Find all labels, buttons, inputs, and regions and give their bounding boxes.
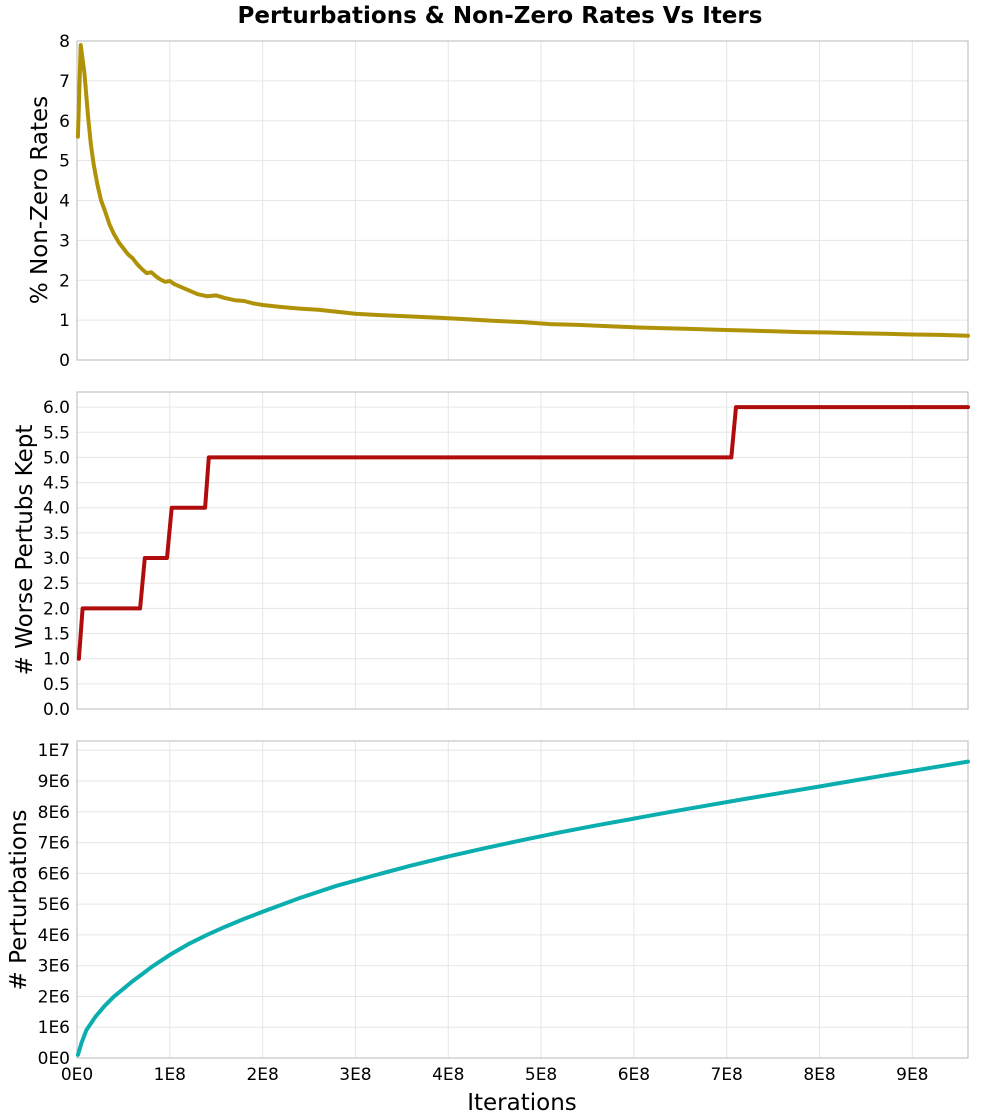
- y-tick-label: 3E6: [38, 957, 70, 977]
- plot-area-worse-pertubs-kept: [76, 391, 969, 710]
- y-tick-label: 1.0: [43, 650, 70, 670]
- y-tick-label: 9E6: [38, 772, 70, 792]
- x-tick-label: 2E8: [246, 1065, 278, 1085]
- x-tick-label: 9E8: [896, 1065, 928, 1085]
- y-tick-label: 6E6: [38, 864, 70, 884]
- x-axis-label: Iterations: [467, 1090, 577, 1116]
- y-tick-label: 2: [59, 271, 70, 291]
- y-tick-label: 1E6: [38, 1018, 70, 1038]
- x-tick-label: 5E8: [525, 1065, 557, 1085]
- x-tick-label: 1E8: [154, 1065, 186, 1085]
- grid-nonzero-rates: [77, 41, 968, 360]
- series-line-worse-pertubs-kept: [76, 405, 970, 661]
- y-tick-label: 4E6: [38, 926, 70, 946]
- x-tick-label: 4E8: [432, 1065, 464, 1085]
- y-axis-label-perturbations: # Perturbations: [6, 809, 32, 990]
- y-tick-label: 2.0: [43, 599, 70, 619]
- y-tick-label: 0E0: [38, 1049, 70, 1069]
- x-tick-label: 0E0: [61, 1065, 93, 1085]
- y-tick-label: 5: [59, 152, 70, 172]
- panel-nonzero-rates: % Non-Zero Rates 0 1 2 3 4 5 6 7 8: [27, 32, 970, 371]
- y-tick-label: 1.5: [43, 625, 70, 645]
- y-tick-label: 8E6: [38, 803, 70, 823]
- y-tick-label: 6: [59, 112, 70, 132]
- y-tick-label: 8: [59, 32, 70, 52]
- y-tick-label: 2.5: [43, 574, 70, 594]
- y-tick-label: 0: [59, 351, 70, 371]
- y-tick-label: 1: [59, 311, 70, 331]
- panel-perturbations: # Perturbations Iterations 0E0 1E6 2E6 3E6 4…: [6, 740, 970, 1116]
- y-tick-label: 1E7: [38, 741, 70, 761]
- series-line-nonzero-rates: [75, 43, 970, 338]
- y-tick-label: 4.0: [43, 499, 70, 519]
- y-tick-label: 7: [59, 72, 70, 92]
- y-tick-label: 2E6: [38, 987, 70, 1007]
- grid-worse-pertubs-kept: [77, 392, 968, 709]
- y-tick-label: 4: [59, 192, 70, 212]
- y-tick-label: 5E6: [38, 895, 70, 915]
- y-tick-label: 6.0: [43, 398, 70, 418]
- y-tick-label: 4.5: [43, 474, 70, 494]
- y-axis-label-worse-pertubs-kept: # Worse Pertubs Kept: [12, 425, 38, 676]
- x-tick-label: 6E8: [618, 1065, 650, 1085]
- y-axis-label-nonzero-rates: % Non-Zero Rates: [27, 96, 53, 304]
- grid-perturbations: [77, 741, 968, 1058]
- y-tick-label: 3: [59, 231, 70, 251]
- y-tick-label: 7E6: [38, 834, 70, 854]
- y-tick-label: 3.0: [43, 549, 70, 569]
- plot-area-nonzero-rates: [76, 40, 969, 361]
- y-tick-label: 5.0: [43, 448, 70, 468]
- panel-worse-pertubs-kept: # Worse Pertubs Kept 0.0 0.5 1.0 1.5 2.0 2.5 3…: [12, 391, 970, 720]
- plot-area-perturbations: [76, 740, 969, 1059]
- y-tick-label: 0.0: [43, 700, 70, 720]
- y-tick-label: 0.5: [43, 675, 70, 695]
- y-tick-label: 5.5: [43, 423, 70, 443]
- x-tick-label: 8E8: [803, 1065, 835, 1085]
- x-tick-label: 7E8: [711, 1065, 743, 1085]
- x-tick-label: 3E8: [339, 1065, 371, 1085]
- y-tick-label: 3.5: [43, 524, 70, 544]
- figure-title: Perturbations & Non-Zero Rates Vs Iters: [238, 3, 763, 29]
- series-line-perturbations: [75, 759, 970, 1057]
